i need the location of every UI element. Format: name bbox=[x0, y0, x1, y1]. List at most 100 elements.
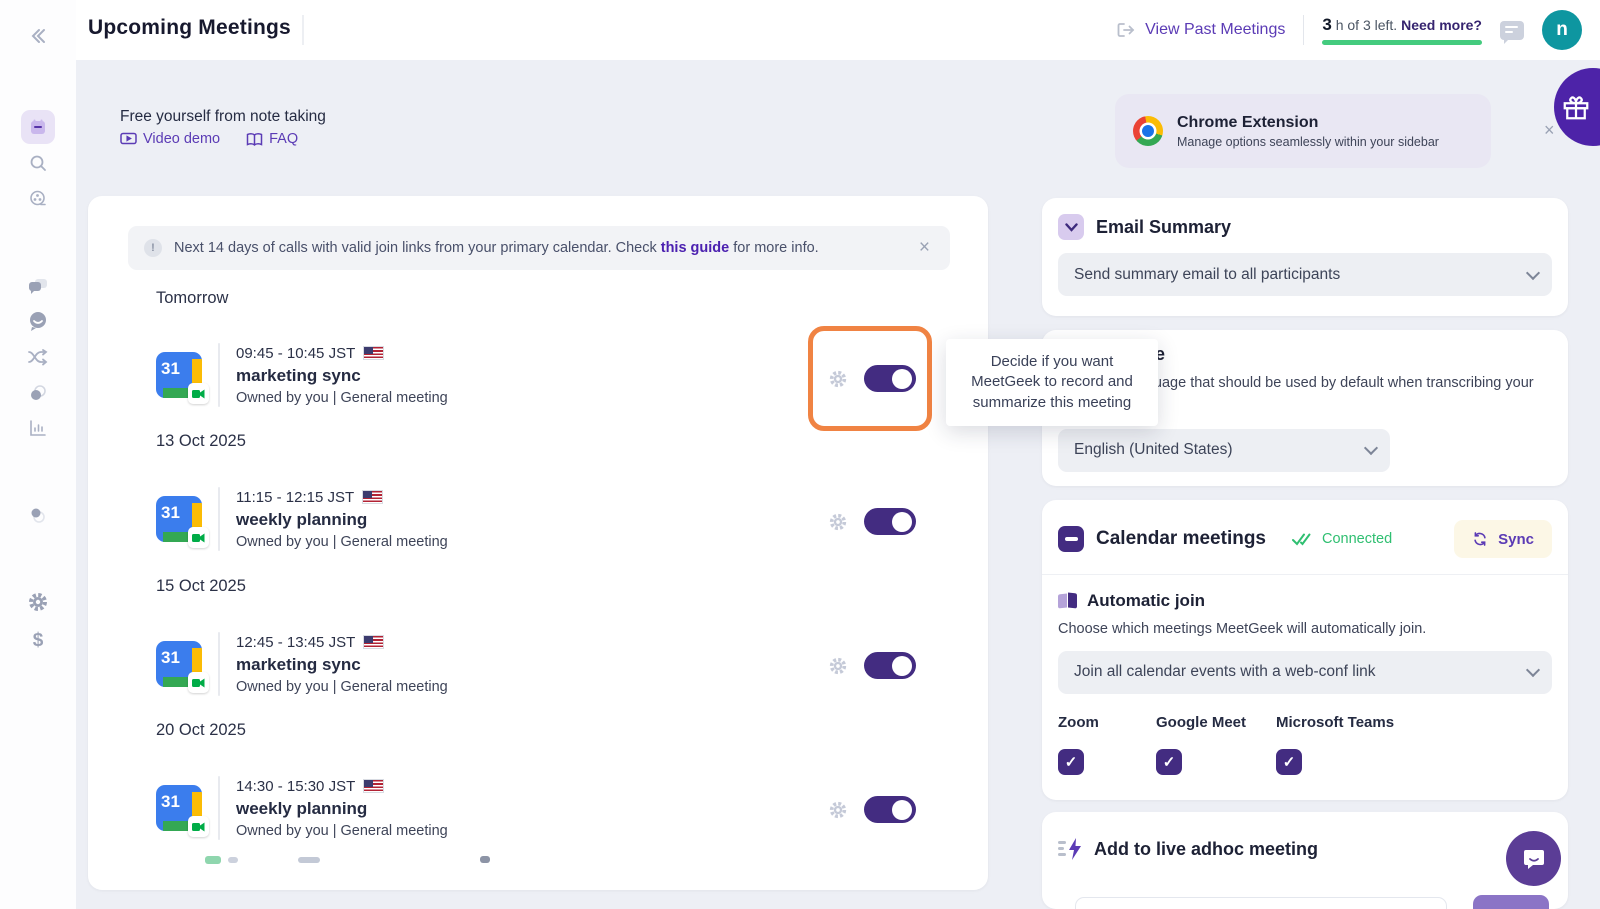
hours-left-value: 3 bbox=[1322, 15, 1332, 34]
view-past-meetings-label: View Past Meetings bbox=[1145, 21, 1286, 38]
sync-refresh-icon bbox=[1474, 532, 1486, 546]
chat-bubble-icon bbox=[1523, 849, 1544, 869]
meeting-title: marketing sync bbox=[236, 365, 361, 385]
record-toggle-on[interactable] bbox=[864, 508, 916, 535]
row-divider bbox=[218, 632, 220, 696]
truncated-row-fragment bbox=[480, 856, 490, 863]
promo-close-icon[interactable]: × bbox=[1544, 120, 1555, 140]
gift-rewards-button[interactable] bbox=[1554, 68, 1600, 146]
team-icon[interactable] bbox=[21, 498, 55, 532]
email-summary-icon bbox=[1058, 214, 1084, 240]
truncated-row-fragment bbox=[298, 857, 320, 863]
meeting-meta: Owned by you | General meeting bbox=[236, 678, 448, 695]
recordings-icon[interactable] bbox=[21, 182, 55, 216]
google-calendar-icon: 31 bbox=[156, 496, 209, 548]
search-icon[interactable] bbox=[21, 146, 55, 180]
banner-close-icon[interactable]: × bbox=[918, 237, 930, 258]
this-guide-link[interactable]: this guide bbox=[660, 240, 730, 256]
section-date-label: 15 Oct 2025 bbox=[156, 577, 246, 595]
adhoc-title: Add to live adhoc meeting bbox=[1094, 838, 1319, 859]
record-toggle-on[interactable] bbox=[864, 365, 916, 392]
billing-icon[interactable]: $ bbox=[32, 630, 44, 651]
view-past-meetings-link[interactable]: View Past Meetings bbox=[1116, 21, 1285, 39]
chrome-extension-card[interactable]: Chrome Extension Manage options seamless… bbox=[1115, 94, 1491, 168]
google-meet-icon bbox=[188, 672, 209, 693]
adhoc-meeting-url-input[interactable] bbox=[1075, 897, 1447, 909]
google-calendar-icon: 31 bbox=[156, 641, 209, 693]
meetings-calendar-icon[interactable] bbox=[21, 110, 55, 144]
zoom-checkbox-checked[interactable]: ✓ bbox=[1058, 748, 1084, 775]
faq-label: FAQ bbox=[269, 131, 299, 147]
us-flag-icon bbox=[362, 490, 384, 504]
language-select[interactable]: English (United States) bbox=[1058, 428, 1390, 472]
meeting-settings-gear-icon[interactable] bbox=[828, 512, 848, 532]
platform-label-microsoft-teams: Microsoft Teams bbox=[1276, 713, 1395, 731]
meeting-settings-gear-icon[interactable] bbox=[828, 800, 848, 820]
video-demo-label: Video demo bbox=[143, 131, 221, 147]
meeting-settings-gear-icon[interactable] bbox=[828, 369, 848, 389]
truncated-row-fragment bbox=[228, 857, 238, 863]
divider bbox=[1042, 574, 1568, 575]
meeting-title: marketing sync bbox=[236, 654, 361, 674]
usage-progress-bar bbox=[1322, 40, 1482, 45]
us-flag-icon bbox=[363, 346, 385, 360]
analytics-icon[interactable] bbox=[21, 411, 55, 445]
meeting-time: 09:45 - 10:45 JST bbox=[236, 344, 356, 362]
meeting-time: 14:30 - 15:30 JST bbox=[236, 777, 356, 795]
automatic-join-title: Automatic join bbox=[1087, 591, 1206, 610]
email-summary-title: Email Summary bbox=[1096, 216, 1232, 237]
automatic-join-book-icon bbox=[1058, 593, 1078, 609]
lightning-bolt-icon bbox=[1058, 838, 1082, 860]
platform-label-zoom: Zoom bbox=[1058, 713, 1099, 731]
adhoc-add-button[interactable] bbox=[1473, 895, 1549, 909]
meeting-row[interactable]: 31 09:45 - 10:45 JST marketing sync Owne… bbox=[156, 333, 876, 417]
top-header: Upcoming Meetings View Past Meetings 3 h… bbox=[76, 0, 1600, 60]
meeting-row[interactable]: 31 11:15 - 12:15 JST weekly planning Own… bbox=[156, 477, 876, 561]
exit-arrow-icon bbox=[1117, 23, 1135, 37]
email-summary-select[interactable]: Send summary email to all participants bbox=[1058, 253, 1552, 296]
avatar[interactable]: n bbox=[1542, 10, 1582, 50]
need-more-link[interactable]: Need more? bbox=[1401, 17, 1482, 33]
calendar-meetings-card: Calendar meetings Connected Sync Automat… bbox=[1042, 500, 1568, 800]
automatic-join-select-value: Join all calendar events with a web-conf… bbox=[1074, 663, 1376, 681]
title-divider bbox=[302, 15, 304, 45]
feedback-message-icon[interactable] bbox=[1500, 20, 1524, 44]
upcoming-meetings-card: ! Next 14 days of calls with valid join … bbox=[88, 196, 988, 890]
microsoft-teams-checkbox-checked[interactable]: ✓ bbox=[1276, 748, 1302, 775]
language-select-value: English (United States) bbox=[1074, 441, 1233, 458]
automatic-join-select[interactable]: Join all calendar events with a web-conf… bbox=[1058, 650, 1552, 694]
sync-button[interactable]: Sync bbox=[1454, 520, 1552, 558]
section-date-label: 13 Oct 2025 bbox=[156, 432, 246, 450]
usage-meter: 3 h of 3 left. Need more? bbox=[1322, 15, 1482, 45]
meeting-meta: Owned by you | General meeting bbox=[236, 822, 448, 839]
automatic-join-description: Choose which meetings MeetGeek will auto… bbox=[1058, 621, 1427, 637]
record-toggle-on[interactable] bbox=[864, 796, 916, 823]
gift-icon bbox=[1563, 96, 1589, 120]
meeting-settings-gear-icon[interactable] bbox=[828, 656, 848, 676]
record-toggle-on[interactable] bbox=[864, 652, 916, 679]
row-divider bbox=[218, 776, 220, 840]
meeting-row[interactable]: 31 12:45 - 13:45 JST marketing sync Owne… bbox=[156, 622, 876, 706]
meeting-time: 12:45 - 13:45 JST bbox=[236, 633, 356, 651]
settings-gear-icon[interactable] bbox=[21, 585, 55, 619]
video-icon bbox=[120, 132, 137, 144]
meeting-row[interactable]: 31 14:30 - 15:30 JST weekly planning Own… bbox=[156, 766, 876, 850]
google-meet-checkbox-checked[interactable]: ✓ bbox=[1156, 748, 1182, 775]
conversations-icon[interactable] bbox=[21, 269, 55, 303]
workflows-icon[interactable] bbox=[21, 340, 55, 374]
chrome-extension-title: Chrome Extension bbox=[1177, 113, 1319, 131]
row-divider bbox=[218, 487, 220, 551]
integrations-icon[interactable] bbox=[21, 376, 55, 410]
info-icon: ! bbox=[144, 239, 162, 257]
meeting-time: 11:15 - 12:15 JST bbox=[236, 488, 355, 506]
faq-link[interactable]: FAQ bbox=[246, 131, 298, 147]
notice-suffix: for more info. bbox=[729, 240, 819, 256]
chevron-down-icon bbox=[1363, 440, 1379, 456]
video-demo-link[interactable]: Video demo bbox=[120, 131, 220, 147]
chevron-down-icon bbox=[1525, 663, 1541, 678]
email-summary-select-value: Send summary email to all participants bbox=[1074, 265, 1341, 283]
support-chat-button[interactable] bbox=[1506, 831, 1561, 886]
collapse-sidebar-icon[interactable] bbox=[21, 19, 55, 53]
sentiment-icon[interactable] bbox=[21, 304, 55, 338]
promo-headline: Free yourself from note taking bbox=[120, 108, 326, 125]
